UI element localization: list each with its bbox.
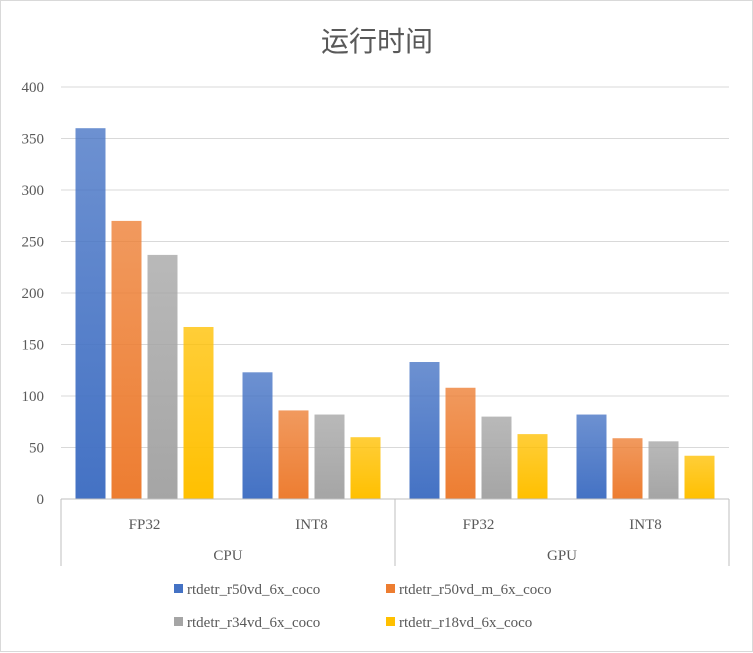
bars — [75, 128, 715, 499]
x-category-label: FP32 — [129, 517, 161, 533]
y-tick-label: 200 — [22, 286, 45, 302]
legend-label: rtdetr_r50vd_6x_coco — [187, 582, 320, 598]
legend-swatch — [174, 584, 183, 593]
x-category-label: INT8 — [629, 517, 662, 533]
bar-rtdetr_r34vd_6x_coco-1 — [314, 414, 345, 499]
y-tick-label: 350 — [22, 132, 45, 148]
bar-rtdetr_r34vd_6x_coco-0 — [147, 254, 178, 499]
bar-rtdetr_r50vd_m_6x_coco-3 — [612, 438, 643, 499]
legend-label: rtdetr_r34vd_6x_coco — [187, 615, 320, 631]
bar-rtdetr_r50vd_6x_coco-0 — [75, 128, 106, 499]
y-tick-label: 150 — [22, 338, 45, 354]
x-category-label: INT8 — [295, 517, 328, 533]
x-category-label: FP32 — [463, 517, 495, 533]
bar-rtdetr_r50vd_m_6x_coco-2 — [445, 387, 476, 499]
bar-rtdetr_r18vd_6x_coco-0 — [183, 326, 214, 499]
bar-rtdetr_r18vd_6x_coco-3 — [684, 455, 715, 499]
x-group-label: GPU — [547, 548, 577, 564]
legend-label: rtdetr_r50vd_m_6x_coco — [399, 582, 551, 598]
legend-swatch — [386, 617, 395, 626]
y-tick-label: 300 — [22, 183, 45, 199]
bar-rtdetr_r50vd_6x_coco-1 — [242, 372, 273, 499]
bar-rtdetr_r50vd_6x_coco-3 — [576, 414, 607, 499]
bar-rtdetr_r34vd_6x_coco-3 — [648, 441, 679, 499]
y-tick-label: 50 — [29, 441, 44, 457]
y-tick-label: 100 — [22, 389, 45, 405]
bar-rtdetr_r50vd_6x_coco-2 — [409, 362, 440, 499]
chart-title: 运行时间 — [321, 25, 433, 58]
legend: rtdetr_r50vd_6x_coco rtdetr_r50vd_m_6x_co… — [174, 582, 551, 631]
y-tick-label: 400 — [22, 80, 45, 96]
y-axis-ticks: 0 50 100 150 200 250 300 350 400 — [22, 80, 45, 508]
legend-label: rtdetr_r18vd_6x_coco — [399, 615, 532, 631]
bar-rtdetr_r18vd_6x_coco-1 — [350, 437, 381, 499]
x-axis: FP32 INT8 CPU FP32 INT8 GPU — [60, 498, 730, 566]
bar-rtdetr_r50vd_m_6x_coco-1 — [278, 410, 309, 499]
x-group-label: CPU — [213, 548, 242, 564]
y-tick-label: 250 — [22, 235, 45, 251]
legend-swatch — [386, 584, 395, 593]
bar-rtdetr_r50vd_m_6x_coco-0 — [111, 220, 142, 499]
bar-rtdetr_r18vd_6x_coco-2 — [517, 434, 548, 499]
bar-rtdetr_r34vd_6x_coco-2 — [481, 416, 512, 499]
y-tick-label: 0 — [37, 492, 45, 508]
legend-swatch — [174, 617, 183, 626]
